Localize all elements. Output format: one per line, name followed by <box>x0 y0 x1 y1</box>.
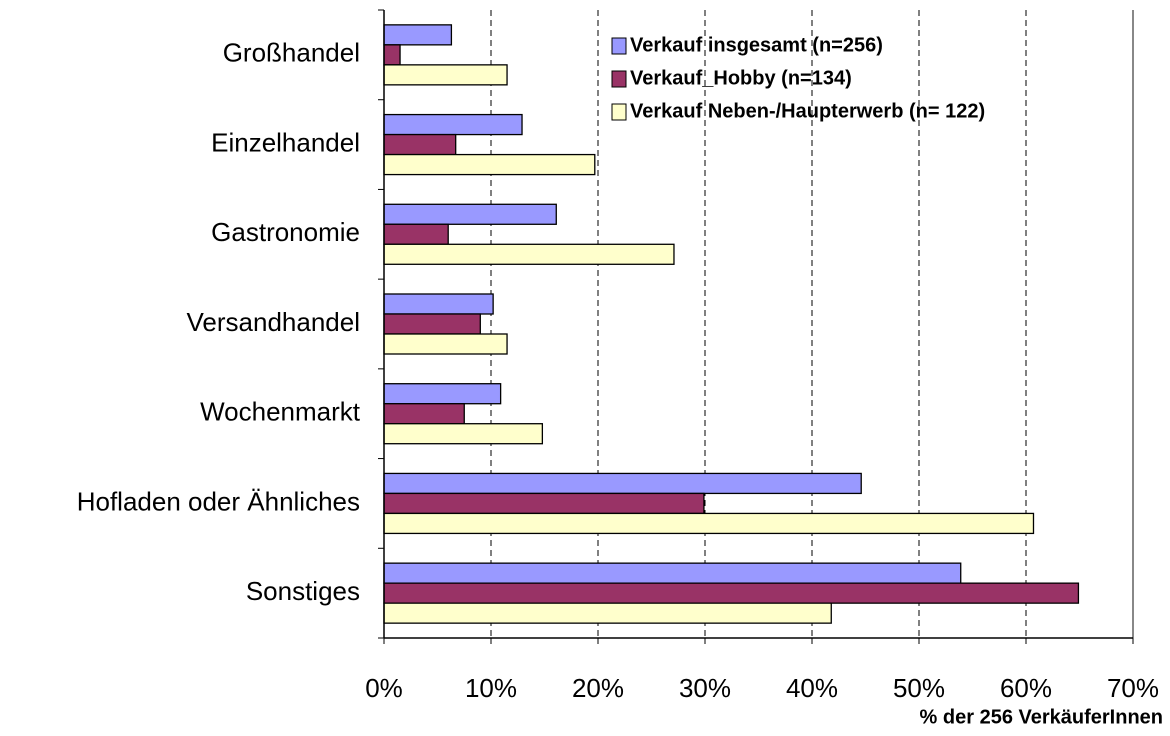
legend-swatch <box>611 70 627 88</box>
bar <box>383 423 544 445</box>
bar <box>383 223 449 245</box>
bar <box>383 313 481 335</box>
y-tick-label: Versandhandel <box>187 307 360 337</box>
bar <box>383 492 705 515</box>
bar <box>383 113 523 136</box>
legend-label: Verkauf insgesamt (n=256) <box>630 34 883 56</box>
bar <box>383 562 962 584</box>
bar <box>383 293 494 315</box>
bar <box>383 44 401 66</box>
bar <box>383 333 508 355</box>
y-tick-label: Gastronomie <box>211 217 360 247</box>
legend-label: Verkauf_Hobby (n=134) <box>630 67 852 89</box>
x-tick-label: 30% <box>679 673 731 703</box>
legend-swatch <box>611 37 627 55</box>
bar <box>383 153 596 176</box>
bar <box>383 472 862 495</box>
bar <box>383 383 502 405</box>
x-tick-label: 20% <box>572 673 624 703</box>
y-tick-label: Sonstiges <box>246 576 360 606</box>
bar <box>383 64 508 86</box>
x-axis-title: % der 256 VerkäuferInnen <box>920 706 1163 728</box>
legend-label: Verkauf Neben-/Haupterwerb (n= 122) <box>630 100 985 122</box>
bar <box>383 403 465 425</box>
bar <box>383 582 1080 604</box>
y-tick-label: Großhandel <box>223 38 360 68</box>
x-tick-label: 0% <box>365 673 403 703</box>
bar <box>383 203 557 225</box>
x-tick-label: 40% <box>786 673 838 703</box>
bar <box>383 602 832 624</box>
x-tick-label: 70% <box>1107 673 1159 703</box>
y-tick-label: Wochenmarkt <box>200 397 361 427</box>
bar <box>383 243 675 265</box>
x-tick-label: 10% <box>465 673 517 703</box>
bar <box>383 24 453 46</box>
y-tick-label: Einzelhandel <box>211 127 360 157</box>
bar <box>383 133 457 156</box>
y-tick-label: Hofladen oder Ähnliches <box>77 486 360 516</box>
x-tick-label: 60% <box>1000 673 1052 703</box>
x-tick-label: 50% <box>893 673 945 703</box>
legend-swatch <box>611 103 627 121</box>
bar <box>383 512 1035 535</box>
